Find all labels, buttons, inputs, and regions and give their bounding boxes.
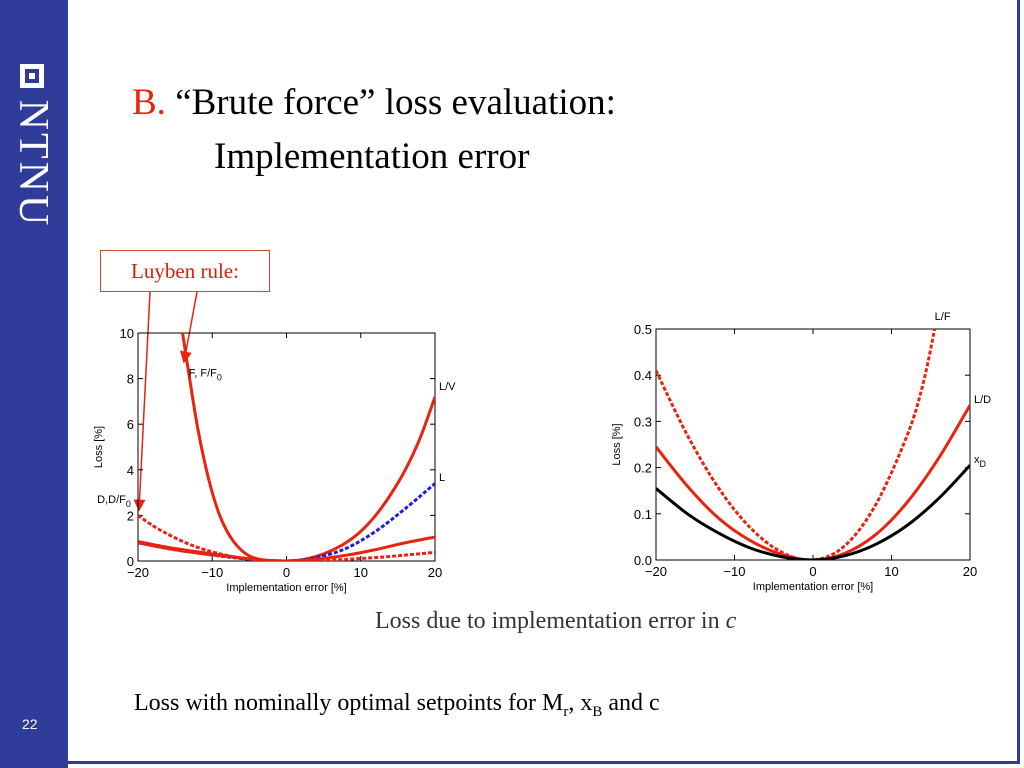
series-label: L/V xyxy=(439,381,456,393)
y-tick-label: 2 xyxy=(127,508,134,523)
y-tick-label: 0.1 xyxy=(634,507,652,522)
series-label: D,D/F0 xyxy=(97,494,131,509)
x-tick-label: −10 xyxy=(723,564,745,579)
series-line-x-d xyxy=(656,464,970,560)
slide-frame xyxy=(68,0,1020,764)
y-tick-label: 0.0 xyxy=(634,553,652,568)
footer-text: Loss with nominally optimal setpoints fo… xyxy=(134,690,660,721)
right-loss-chart: −20 −10 0 10 20 0.0 0.1 0.2 0.3 0.4 0.5 Implementat… xyxy=(611,311,991,593)
y-tick-label: 8 xyxy=(127,372,134,387)
plot-frame xyxy=(137,332,436,562)
y-tick-label: 0.5 xyxy=(634,322,652,337)
x-tick-label: 20 xyxy=(428,565,442,580)
x-tick-label: 20 xyxy=(963,564,977,579)
chart-caption: Loss due to implementation error in c xyxy=(375,608,736,635)
y-tick-label: 0.4 xyxy=(634,368,652,383)
caption-text: Loss due to implementation error in xyxy=(375,608,726,634)
slide-number: 22 xyxy=(22,716,38,732)
x-tick-label: 0 xyxy=(809,564,816,579)
x-tick-label: −20 xyxy=(127,565,149,580)
footer-main: Loss with nominally optimal setpoints fo… xyxy=(134,690,564,716)
x-axis-label: Implementation error [%] xyxy=(753,581,873,593)
title-prefix: B. xyxy=(132,82,166,123)
caption-var: c xyxy=(725,608,737,634)
y-axis-label: Loss [%] xyxy=(611,423,623,465)
series-line-l-d xyxy=(656,404,970,560)
series-line-l-f xyxy=(656,328,937,560)
series-line-unnamed-4 xyxy=(138,535,435,561)
series-label: L/F xyxy=(935,311,951,323)
ntnu-logo-icon xyxy=(20,64,44,88)
slide-title: B. “Brute force” loss evaluation: xyxy=(132,80,616,126)
x-tick-label: 0 xyxy=(283,565,290,580)
y-axis-label: Loss [%] xyxy=(93,426,105,468)
brand-text: NTNU xyxy=(10,99,56,229)
title-line-1: “Brute force” loss evaluation: xyxy=(175,82,616,123)
series-label: L xyxy=(439,472,445,484)
x-tick-label: 10 xyxy=(884,564,898,579)
x-tick-label: −10 xyxy=(201,565,223,580)
y-tick-label: 0.2 xyxy=(634,461,652,476)
y-tick-label: 4 xyxy=(127,463,134,478)
footer-sub-r: r xyxy=(563,703,569,720)
x-tick-label: 10 xyxy=(354,565,368,580)
footer-sub-b: B xyxy=(592,703,603,720)
y-tick-label: 0 xyxy=(127,554,134,569)
title-line-2: Implementation error xyxy=(214,136,530,177)
footer-end: and c xyxy=(602,690,660,716)
left-loss-chart: −20 −10 0 10 20 0 2 4 6 8 10 Implementation error [… xyxy=(93,326,456,594)
y-tick-label: 10 xyxy=(120,326,134,341)
series-label: xD xyxy=(974,454,987,469)
luyben-rule-callout: Luyben rule: xyxy=(100,250,270,292)
series-label: F, F/F0 xyxy=(189,367,222,382)
footer-mid: , x xyxy=(568,690,593,716)
series-line-d-d-f0 xyxy=(138,514,435,561)
y-tick-label: 0.3 xyxy=(634,414,652,429)
x-tick-label: −20 xyxy=(645,564,667,579)
series-label: L/D xyxy=(974,394,991,406)
y-tick-label: 6 xyxy=(127,417,134,432)
series-line-l-v xyxy=(138,396,435,561)
x-axis-label: Implementation error [%] xyxy=(226,582,346,594)
sidebar: NTNU 22 xyxy=(0,0,68,768)
